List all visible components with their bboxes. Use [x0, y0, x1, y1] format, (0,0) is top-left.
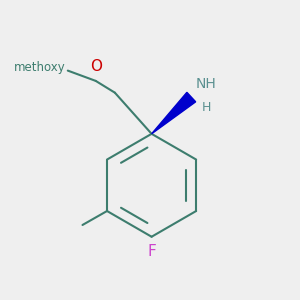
Text: O: O [91, 58, 103, 74]
Polygon shape [152, 92, 196, 134]
Text: F: F [147, 244, 156, 259]
Text: methoxy: methoxy [14, 61, 65, 74]
Text: NH: NH [196, 77, 216, 91]
Text: H: H [202, 100, 211, 114]
